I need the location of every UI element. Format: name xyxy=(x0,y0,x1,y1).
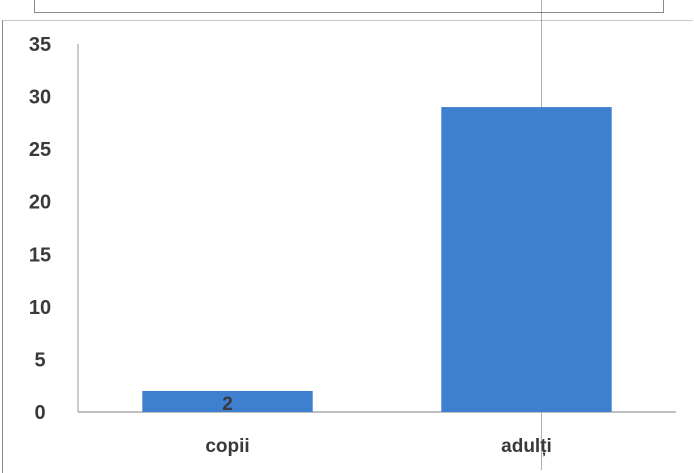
y-tick-label: 10 xyxy=(29,297,51,319)
y-tick-label: 35 xyxy=(29,34,51,56)
bars xyxy=(142,107,612,412)
y-tick-label: 25 xyxy=(29,139,51,161)
y-axis: 0 5 10 15 20 25 30 35 xyxy=(29,34,79,424)
y-tick-label: 0 xyxy=(34,402,45,424)
y-tick-label: 30 xyxy=(29,87,51,109)
labels: copii 2 adulți xyxy=(205,394,552,457)
x-category-label: copii xyxy=(205,436,249,457)
chart-frame xyxy=(2,20,693,473)
chart-title-frame xyxy=(34,0,664,13)
data-label: 2 xyxy=(222,394,233,415)
x-category-label: adulți xyxy=(501,436,552,457)
bar-2 xyxy=(441,107,612,412)
y-tick-label: 20 xyxy=(29,192,51,214)
y-tick-label: 15 xyxy=(29,244,51,266)
bar-1 xyxy=(142,390,313,412)
y-tick-label: 5 xyxy=(34,349,45,371)
